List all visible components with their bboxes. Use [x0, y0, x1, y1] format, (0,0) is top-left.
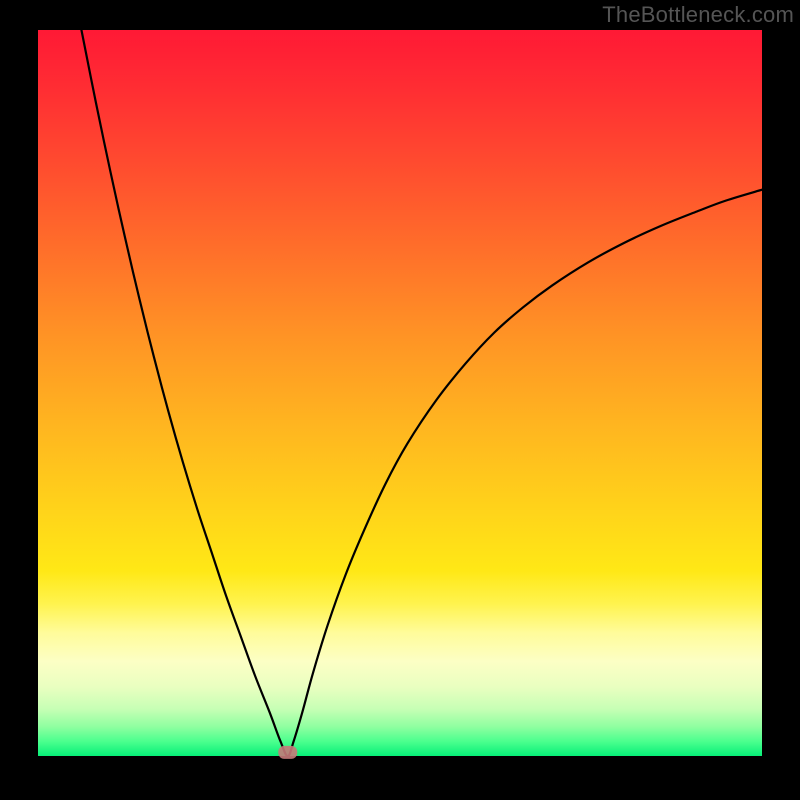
watermark-text: TheBottleneck.com [602, 2, 794, 28]
chart-container: TheBottleneck.com [0, 0, 800, 800]
plot-background [38, 30, 762, 756]
minimum-marker [278, 746, 297, 759]
bottleneck-chart [0, 0, 800, 800]
